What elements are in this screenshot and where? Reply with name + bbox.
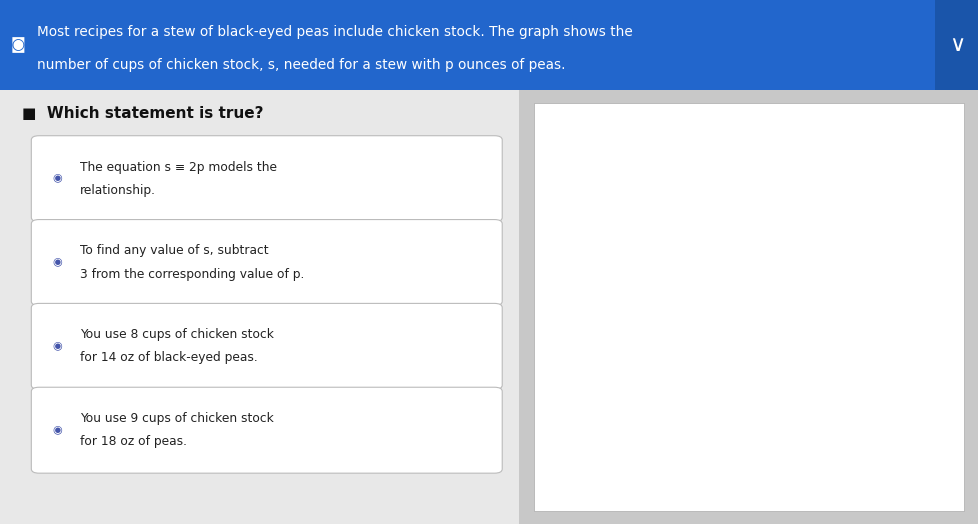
Point <box>780 374 796 382</box>
Y-axis label: Chicken Stock (c): Chicken Stock (c) <box>531 258 541 355</box>
Text: Most recipes for a stew of black-eyed peas include chicken stock. The graph show: Most recipes for a stew of black-eyed pe… <box>37 25 633 39</box>
Text: ∨: ∨ <box>949 35 964 55</box>
Text: s: s <box>613 144 619 154</box>
Title: Stew Ingredients: Stew Ingredients <box>714 126 826 139</box>
Text: To find any value of s, subtract: To find any value of s, subtract <box>80 245 269 257</box>
Text: ◙: ◙ <box>10 37 25 53</box>
Text: You use 8 cups of chicken stock: You use 8 cups of chicken stock <box>80 329 274 341</box>
Text: for 18 oz of peas.: for 18 oz of peas. <box>80 435 187 448</box>
Text: relationship.: relationship. <box>80 184 156 196</box>
X-axis label: Dried Black-Eyed Peas (oz): Dried Black-Eyed Peas (oz) <box>695 515 845 524</box>
Text: for 14 oz of black-eyed peas.: for 14 oz of black-eyed peas. <box>80 352 258 364</box>
Text: ◉: ◉ <box>53 341 63 352</box>
Text: The equation s ≡ 2p models the: The equation s ≡ 2p models the <box>80 161 277 173</box>
Text: ◉: ◉ <box>53 173 63 184</box>
Text: ◉: ◉ <box>53 425 63 435</box>
Text: ◉: ◉ <box>53 257 63 268</box>
Text: number of cups of chicken stock, s, needed for a stew with p ounces of peas.: number of cups of chicken stock, s, need… <box>37 58 565 72</box>
Text: ■  Which statement is true?: ■ Which statement is true? <box>22 106 263 121</box>
Point <box>901 316 916 325</box>
Text: p: p <box>931 450 939 460</box>
Text: 3 from the corresponding value of p.: 3 from the corresponding value of p. <box>80 268 304 280</box>
Text: You use 9 cups of chicken stock: You use 9 cups of chicken stock <box>80 412 274 425</box>
Point <box>841 345 857 354</box>
